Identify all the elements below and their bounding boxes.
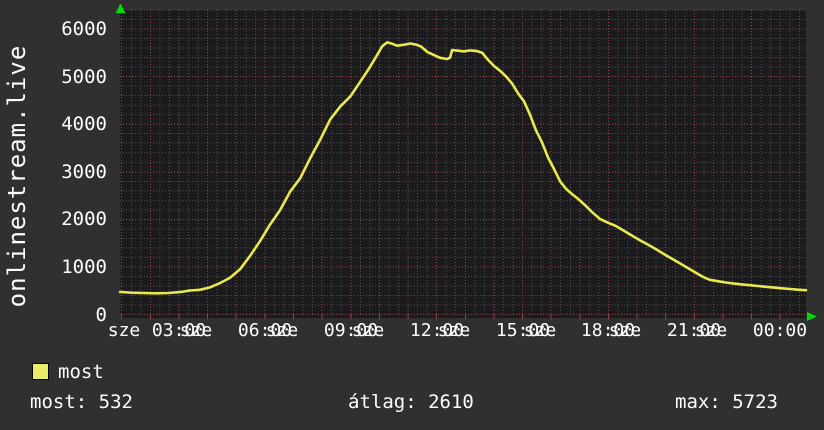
x-tick-label: 09:00 [323,320,379,341]
legend: most [32,362,104,382]
x-tick-label: 06:00 [237,320,293,341]
x-tick-label: 15:00 [495,320,551,341]
x-axis-arrow-icon [807,312,817,321]
day-label: sze [179,320,213,341]
x-tick-label: 03:00 [151,320,207,341]
stat-max: max: 5723 [675,391,778,413]
y-axis-arrow-icon [115,3,126,13]
stat-current: most: 532 [30,391,133,413]
y-tick-label: 0 [95,304,107,326]
day-label: sze [351,320,385,341]
stat-average: átlag: 2610 [348,391,474,413]
grid-major-lines [120,10,806,315]
day-label: sze [608,320,642,341]
y-tick-label: 2000 [61,208,107,230]
x-tick-label: 12:00 [409,320,465,341]
day-label: sze [523,320,557,341]
y-tick-label: 6000 [61,18,107,40]
day-label: sze [694,320,728,341]
legend-series-label: most [58,361,104,383]
data-series-line [118,41,808,295]
y-tick-label: 4000 [61,113,107,135]
legend-swatch [32,363,49,380]
x-tick-label: 00:00 [752,320,808,341]
grid-minor-lines [120,9,806,315]
plot-background [120,10,806,318]
day-label: sze [437,320,471,341]
stats-row: most: 532 átlag: 2610 max: 5723 [0,391,824,413]
x-tick-label: 21:00 [666,320,722,341]
day-label: sze [265,320,299,341]
y-tick-label: 5000 [61,66,107,88]
y-tick-label: 3000 [61,161,107,183]
day-label: sze [107,320,141,341]
x-tick-label: 18:00 [580,320,636,341]
y-tick-label: 1000 [61,256,107,278]
x-axis-ticks [121,314,781,320]
